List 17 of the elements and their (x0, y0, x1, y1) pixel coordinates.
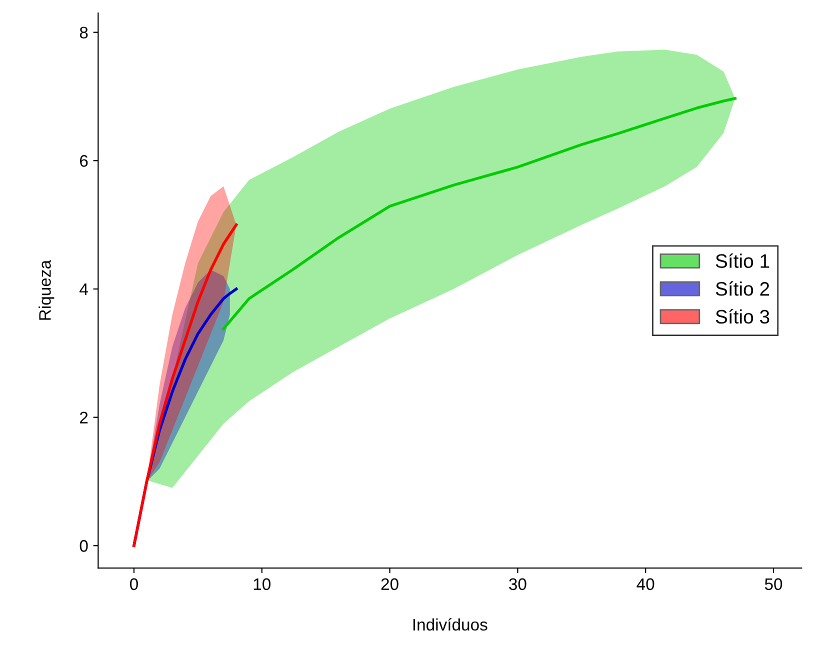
x-tick-label: 10 (254, 578, 270, 590)
x-tick-label: 50 (764, 578, 782, 590)
x-tick-label: 20 (381, 578, 398, 590)
y-tick-label: 2 (80, 412, 88, 424)
legend-label: Sítio 1 (716, 253, 770, 268)
legend-label: Sítio 3 (716, 309, 770, 324)
y-tick-label: 0 (80, 540, 88, 552)
x-tick-label: 0 (130, 578, 138, 590)
y-tick-label: 8 (80, 26, 88, 39)
legend-label: Sítio 2 (716, 281, 770, 296)
x-tick-label: 30 (509, 578, 526, 590)
y-axis-title: Riqueza (38, 260, 54, 320)
x-tick-label: 40 (636, 578, 654, 590)
x-axis-title: Indivíduos (413, 618, 488, 631)
line-series (132, 223, 238, 548)
y-tick-label: 6 (80, 155, 88, 167)
y-tick-label: 4 (80, 284, 88, 296)
